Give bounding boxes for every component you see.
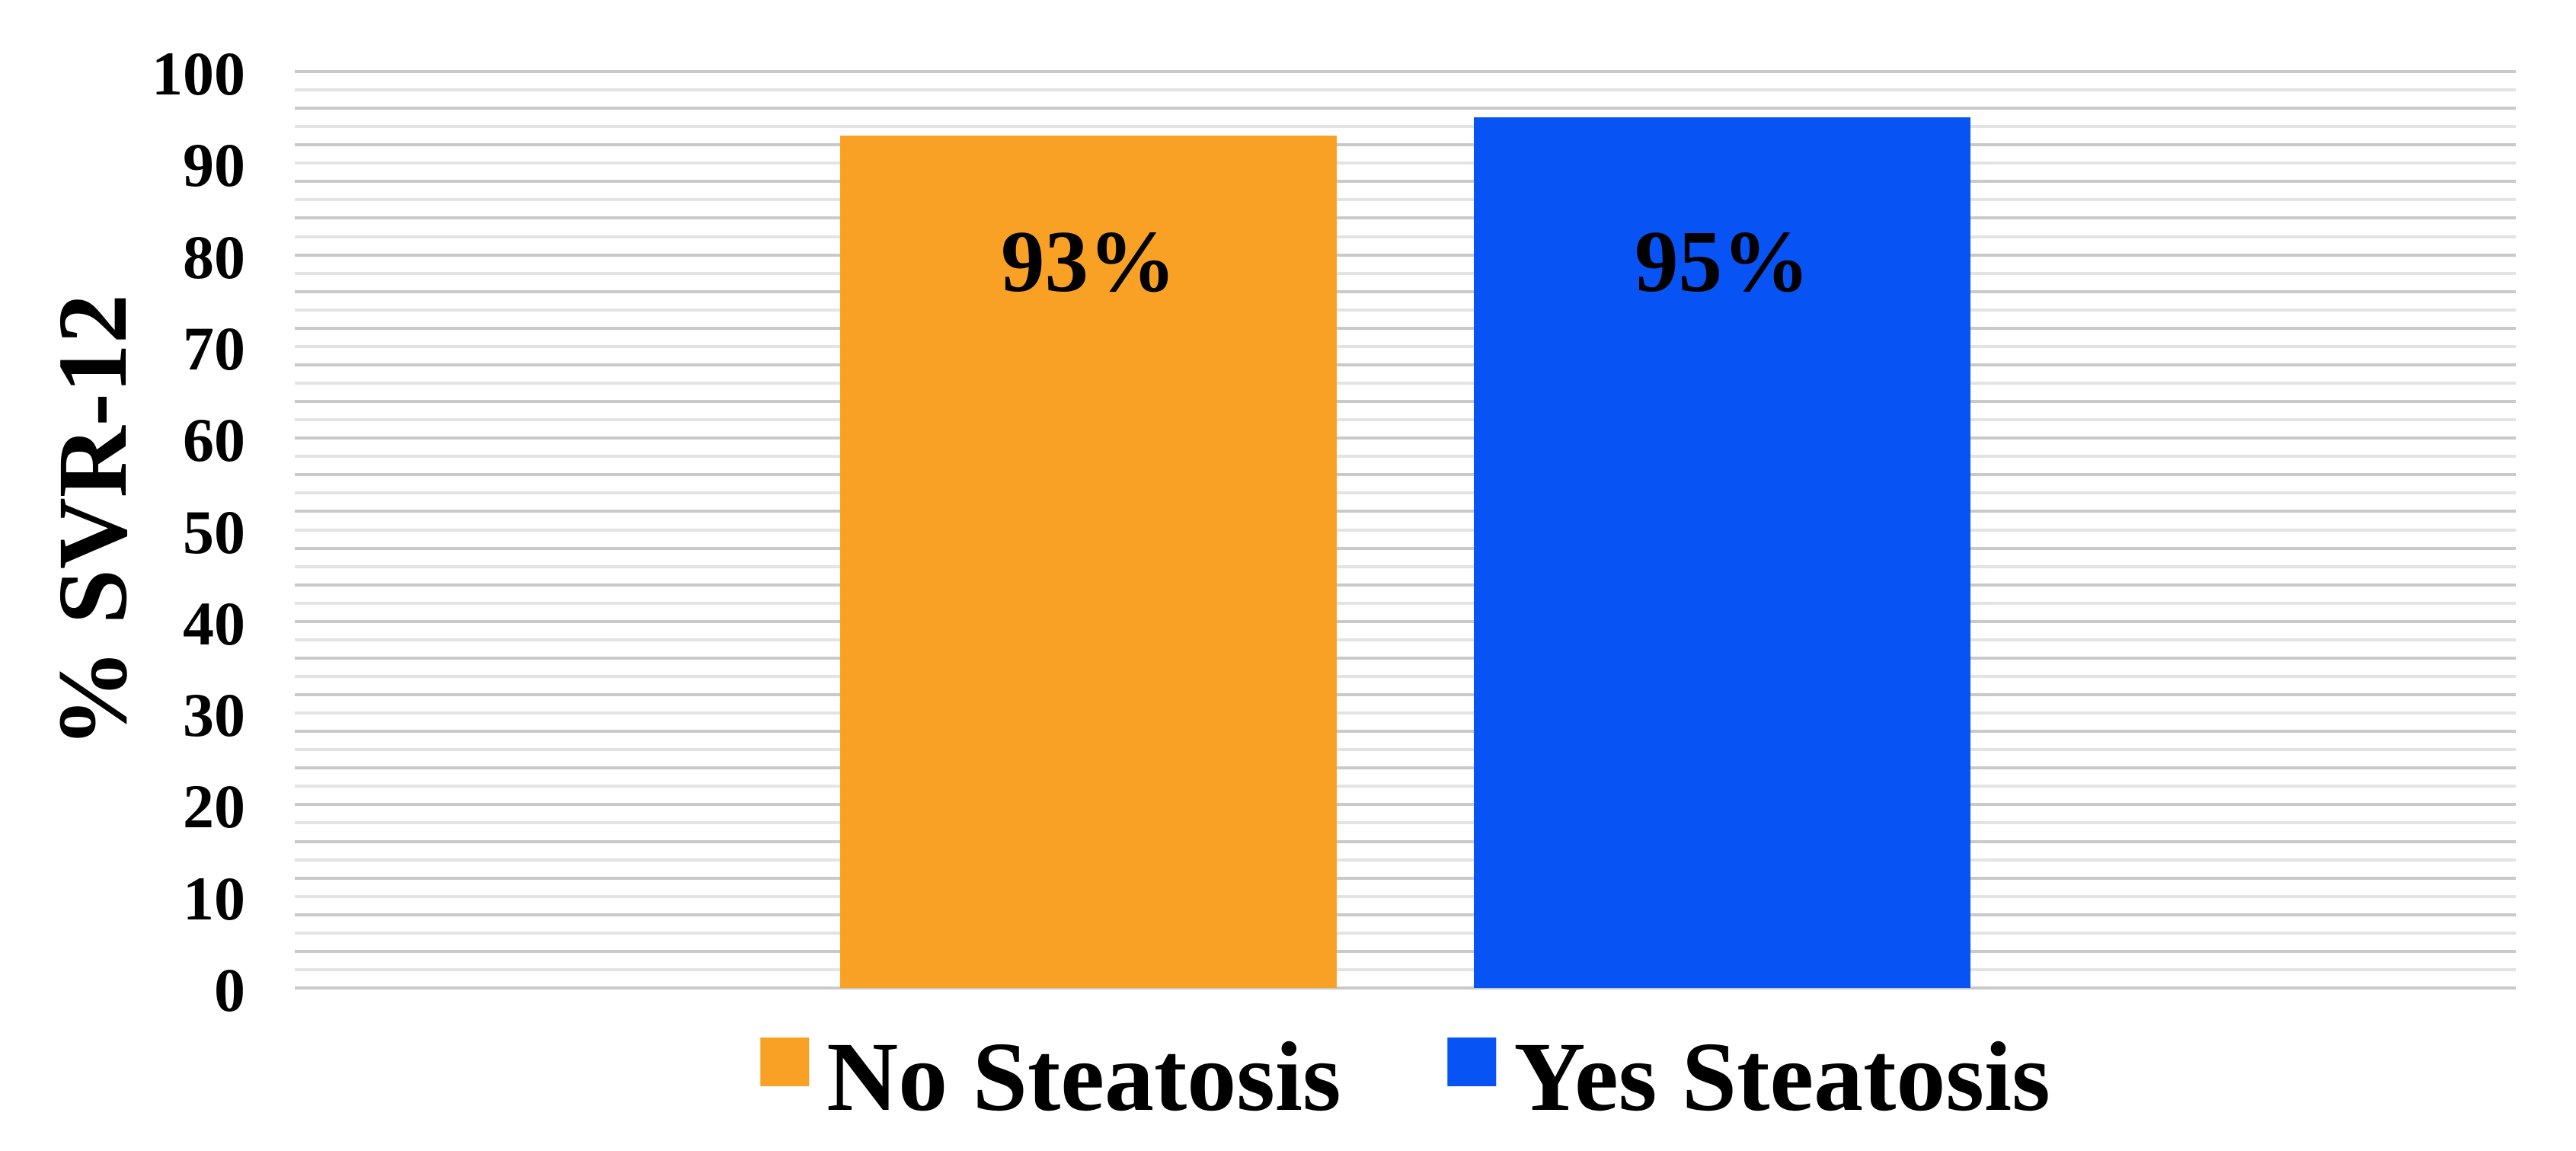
gridline (295, 564, 2516, 568)
legend-swatch-yes-steatosis (1447, 1037, 1497, 1086)
gridline (295, 289, 2516, 293)
legend-item-no-steatosis: No Steatosis (760, 1028, 1341, 1127)
gridline (295, 785, 2516, 788)
gridline (295, 491, 2516, 495)
gridline (295, 363, 2516, 366)
gridline (295, 180, 2516, 184)
gridline (295, 894, 2516, 898)
gridline (295, 967, 2516, 971)
y-tick-label: 100 (152, 39, 245, 108)
legend-label-yes-steatosis: Yes Steatosis (1513, 1022, 2050, 1132)
gridline (295, 674, 2516, 678)
gridline (295, 656, 2516, 660)
gridline (295, 308, 2516, 312)
gridline (295, 198, 2516, 202)
gridline (295, 601, 2516, 605)
gridline (295, 161, 2516, 165)
y-tick-label: 10 (183, 863, 245, 933)
gridline (295, 876, 2516, 880)
gridline (295, 546, 2516, 550)
legend-item-yes-steatosis: Yes Steatosis (1447, 1022, 2050, 1132)
gridline (295, 143, 2516, 147)
gridline (295, 400, 2516, 404)
gridline (295, 418, 2516, 422)
gridline (295, 693, 2516, 697)
gridline (295, 88, 2516, 92)
y-tick-label: 90 (183, 130, 245, 200)
plot-area: 93% 95% (295, 70, 2516, 990)
bar-yes-steatosis (1474, 117, 1970, 988)
gridline (295, 803, 2516, 807)
bar-no-steatosis (840, 136, 1337, 988)
gridline (295, 839, 2516, 843)
gridline (295, 638, 2516, 641)
gridline (295, 253, 2516, 257)
gridline (295, 70, 2516, 73)
gridline (295, 473, 2516, 477)
gridline (295, 949, 2516, 953)
y-tick-label: 30 (183, 680, 245, 750)
gridline (295, 748, 2516, 752)
gridline (295, 858, 2516, 862)
gridline (295, 583, 2516, 587)
y-tick-label: 70 (183, 313, 245, 383)
gridline (295, 216, 2516, 220)
y-tick-label: 20 (183, 772, 245, 842)
gridline (295, 528, 2516, 532)
y-tick-label: 40 (183, 588, 245, 658)
gridline (295, 711, 2516, 715)
gridline (295, 344, 2516, 348)
gridline (295, 931, 2516, 935)
y-tick-label: 50 (183, 497, 245, 567)
gridline (295, 107, 2516, 110)
gridline (295, 235, 2516, 238)
bar-value-label-yes-steatosis: 95% (1635, 213, 1810, 310)
gridline (295, 382, 2516, 385)
gridline (295, 913, 2516, 916)
gridline (295, 271, 2516, 275)
y-tick-label: 0 (214, 955, 245, 1025)
gridline (295, 986, 2516, 990)
gridline (295, 730, 2516, 734)
y-axis-title: % SVR-12 (38, 294, 148, 748)
bar-value-label-no-steatosis: 93% (1001, 213, 1176, 310)
gridline (295, 125, 2516, 129)
gridline (295, 766, 2516, 770)
gridline (295, 510, 2516, 513)
y-tick-label: 80 (183, 222, 245, 292)
legend-swatch-no-steatosis (760, 1037, 810, 1086)
legend-label-no-steatosis: No Steatosis (826, 1022, 1341, 1132)
gridline (295, 619, 2516, 623)
y-tick-label: 60 (183, 405, 245, 475)
legend: No Steatosis Yes Steatosis (760, 1028, 2050, 1127)
gridline (295, 436, 2516, 440)
gridline (295, 821, 2516, 825)
gridline (295, 326, 2516, 330)
gridline (295, 455, 2516, 459)
